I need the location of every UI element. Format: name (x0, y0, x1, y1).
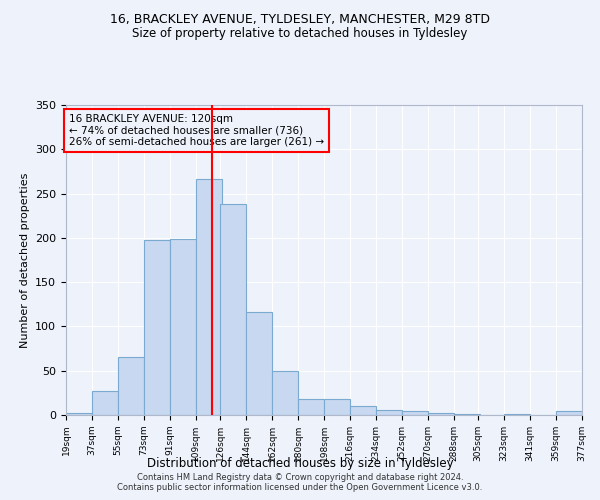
Bar (144, 240, 170, 415)
Bar (376, 410, 402, 415)
Bar (298, 399, 324, 415)
Text: Size of property relative to detached houses in Tyldesley: Size of property relative to detached ho… (133, 28, 467, 40)
Text: Contains HM Land Registry data © Crown copyright and database right 2024.
Contai: Contains HM Land Registry data © Crown c… (118, 473, 482, 492)
Bar (92, 391, 118, 415)
Bar (118, 358, 144, 415)
Bar (350, 406, 376, 415)
Bar (428, 413, 454, 415)
Y-axis label: Number of detached properties: Number of detached properties (20, 172, 29, 348)
Bar (220, 204, 246, 415)
Bar (246, 312, 272, 415)
Bar (66, 413, 92, 415)
Text: Distribution of detached houses by size in Tyldesley: Distribution of detached houses by size … (146, 458, 454, 470)
Text: 16 BRACKLEY AVENUE: 120sqm
← 74% of detached houses are smaller (736)
26% of sem: 16 BRACKLEY AVENUE: 120sqm ← 74% of deta… (69, 114, 324, 147)
Bar (504, 414, 530, 415)
Bar (170, 238, 196, 415)
Bar (324, 399, 350, 415)
Bar (402, 410, 428, 415)
Bar (556, 410, 582, 415)
Bar (454, 414, 479, 415)
Bar (272, 370, 298, 415)
Text: 16, BRACKLEY AVENUE, TYLDESLEY, MANCHESTER, M29 8TD: 16, BRACKLEY AVENUE, TYLDESLEY, MANCHEST… (110, 12, 490, 26)
Bar (196, 178, 221, 415)
